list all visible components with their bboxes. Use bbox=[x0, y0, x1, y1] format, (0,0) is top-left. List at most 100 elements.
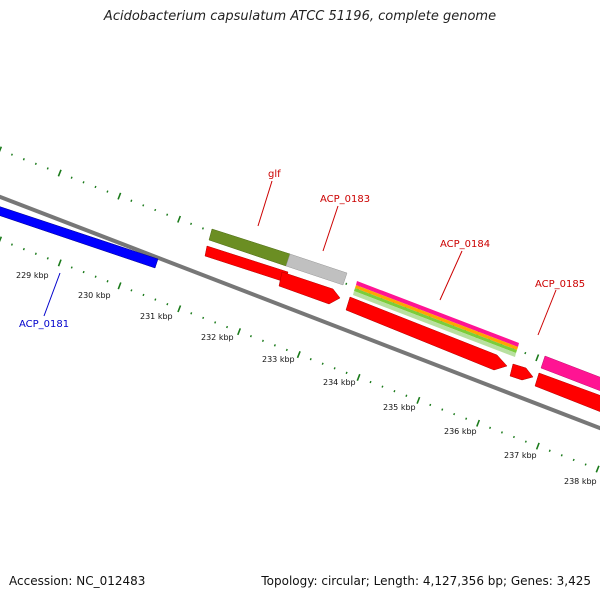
inner-tick-mark bbox=[46, 257, 49, 260]
outer-tick-mark bbox=[117, 192, 122, 200]
outer-tick-mark bbox=[10, 153, 13, 156]
inner-tick-mark bbox=[333, 367, 336, 370]
inner-tick-mark bbox=[296, 351, 301, 359]
cds-arrow-5[interactable] bbox=[534, 372, 600, 414]
inner-tick-mark bbox=[70, 266, 73, 269]
gene-feature-acp0184-light[interactable] bbox=[353, 291, 516, 357]
inner-tick-mark bbox=[10, 243, 13, 246]
inner-tick-mark bbox=[261, 339, 264, 342]
outer-tick-mark bbox=[106, 190, 109, 193]
inner-tick-mark bbox=[117, 282, 122, 290]
tick-label: 235 kbp bbox=[383, 403, 416, 412]
inner-tick-mark bbox=[548, 449, 551, 452]
inner-tick-mark bbox=[429, 403, 432, 407]
cds-arrow-2[interactable] bbox=[278, 271, 341, 305]
cds-arrow-3[interactable] bbox=[345, 296, 508, 371]
tick-label: 233 kbp bbox=[262, 355, 295, 364]
leader-glf bbox=[257, 180, 273, 227]
outer-tick-mark bbox=[177, 215, 182, 223]
tick-label: 236 kbp bbox=[444, 427, 477, 436]
tick-label: 229 kbp bbox=[16, 271, 49, 280]
leader-acp0185 bbox=[537, 289, 557, 336]
tick-label: 231 kbp bbox=[140, 312, 173, 321]
outer-tick-mark bbox=[70, 176, 73, 179]
inner-tick-mark bbox=[524, 440, 527, 443]
outer-tick-mark bbox=[190, 222, 193, 226]
inner-tick-mark bbox=[57, 259, 62, 267]
inner-tick-mark bbox=[381, 385, 384, 388]
outer-tick-mark bbox=[57, 169, 62, 177]
inner-tick-mark bbox=[154, 298, 157, 301]
gene-feature-acp0185-pink[interactable] bbox=[540, 355, 600, 393]
inner-tick-mark bbox=[22, 247, 25, 251]
inner-tick-mark bbox=[405, 394, 408, 397]
inner-tick-mark bbox=[489, 426, 492, 430]
inner-tick-mark bbox=[393, 390, 396, 393]
forward-strand-features bbox=[0, 205, 600, 393]
gene-label-acp0184[interactable]: ACP_0184 bbox=[440, 239, 490, 250]
cds-arrow-4[interactable] bbox=[509, 363, 534, 381]
outer-tick-mark bbox=[142, 204, 145, 207]
inner-tick-mark bbox=[453, 412, 456, 416]
inner-tick-mark bbox=[214, 321, 217, 324]
inner-tick-mark bbox=[465, 417, 468, 420]
gene-feature-acp0184-pink[interactable] bbox=[356, 281, 519, 347]
inner-tick-mark bbox=[285, 348, 288, 352]
gene-feature-acp0184-green[interactable] bbox=[354, 288, 517, 353]
outer-tick-mark bbox=[34, 162, 37, 166]
inner-tick-mark bbox=[106, 280, 109, 283]
genome-summary-text: Topology: circular; Length: 4,127,356 bp… bbox=[261, 574, 591, 588]
outer-tick-mark bbox=[130, 199, 133, 202]
gene-labels: glf ACP_0183 ACP_0184 ACP_0185 ACP_0181 bbox=[19, 169, 585, 330]
outer-tick-mark bbox=[82, 181, 85, 184]
cds-features bbox=[204, 245, 600, 414]
leader-acp0184 bbox=[439, 250, 463, 301]
inner-tick-mark bbox=[202, 316, 205, 320]
tick-label: 230 kbp bbox=[78, 291, 111, 300]
inner-tick-mark bbox=[584, 463, 587, 466]
inner-tick-mark bbox=[572, 458, 575, 462]
gene-label-acp0181[interactable]: ACP_0181 bbox=[19, 319, 69, 330]
accession-text: Accession: NC_012483 bbox=[9, 574, 146, 588]
inner-tick-mark bbox=[416, 396, 421, 404]
inner-tick-mark bbox=[82, 270, 85, 274]
outer-tick-mark bbox=[166, 213, 169, 216]
inner-tick-mark bbox=[369, 380, 372, 384]
inner-tick-mark bbox=[166, 302, 169, 306]
inner-tick-track bbox=[0, 236, 600, 473]
inner-tick-mark bbox=[273, 344, 276, 347]
inner-tick-mark bbox=[130, 289, 133, 292]
outer-tick-mark bbox=[154, 208, 157, 212]
map-title: Acidobacterium capsulatum ATCC 51196, co… bbox=[103, 9, 497, 24]
gene-label-glf[interactable]: glf bbox=[268, 169, 281, 180]
label-leaders bbox=[43, 180, 557, 336]
gene-feature-acp0183[interactable] bbox=[285, 253, 348, 286]
outer-tick-mark bbox=[535, 354, 540, 362]
outer-tick-mark bbox=[46, 167, 49, 170]
inner-tick-mark bbox=[321, 362, 324, 365]
inner-tick-mark bbox=[226, 325, 229, 329]
inner-tick-mark bbox=[142, 293, 145, 297]
inner-tick-mark bbox=[356, 373, 361, 381]
tick-label: 232 kbp bbox=[201, 333, 234, 342]
inner-tick-mark bbox=[535, 442, 540, 450]
inner-tick-mark bbox=[177, 305, 182, 313]
outer-tick-mark bbox=[524, 351, 527, 355]
outer-tick-mark bbox=[22, 158, 25, 161]
gene-feature-acp0181-blue[interactable] bbox=[0, 205, 159, 269]
gene-label-acp0185[interactable]: ACP_0185 bbox=[535, 279, 585, 290]
outer-tick-mark bbox=[94, 185, 97, 189]
gene-feature-acp0184-orange[interactable] bbox=[355, 285, 518, 350]
inner-tick-mark bbox=[345, 371, 348, 375]
inner-tick-mark bbox=[500, 431, 503, 434]
outer-tick-mark bbox=[201, 227, 204, 230]
outer-tick-mark bbox=[0, 146, 3, 153]
inner-tick-mark bbox=[237, 328, 242, 336]
outer-tick-mark bbox=[345, 282, 348, 286]
genome-backbone bbox=[0, 194, 600, 431]
tick-label: 237 kbp bbox=[504, 451, 537, 460]
gene-label-acp0183[interactable]: ACP_0183 bbox=[320, 194, 370, 205]
inner-tick-mark bbox=[595, 465, 600, 473]
inner-tick-mark bbox=[441, 408, 444, 411]
